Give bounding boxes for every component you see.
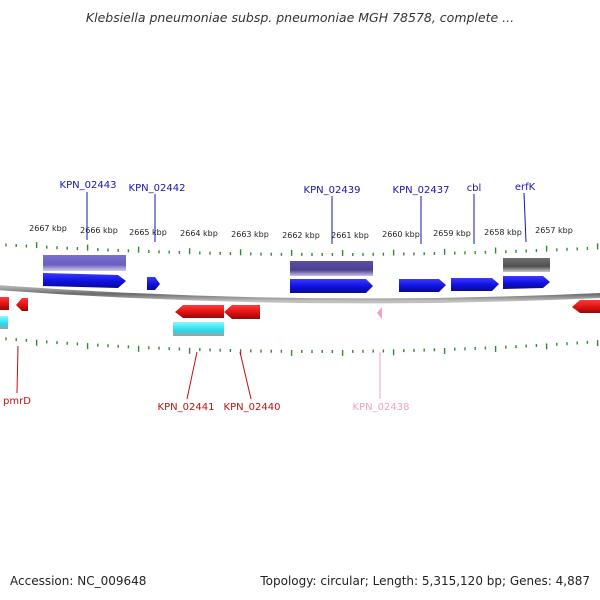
accession-text: Accession: NC_009648	[10, 574, 147, 588]
tick-label-2658: 2658 kbp	[484, 228, 522, 237]
genome-backbone	[0, 285, 600, 304]
feature-block-kpn02443[interactable]	[43, 255, 126, 271]
tick-label-2657: 2657 kbp	[535, 226, 573, 235]
gene-arrow-left-partial[interactable]	[16, 298, 28, 311]
gene-arrow-kpn02439[interactable]	[290, 279, 373, 293]
gene-arrow-cbl[interactable]	[451, 278, 499, 291]
forward-tick-ring	[5, 242, 599, 256]
gene-arrow-right-partial[interactable]	[572, 300, 600, 313]
tick-label-2660: 2660 kbp	[382, 230, 420, 239]
gene-arrow-erfk[interactable]	[503, 276, 550, 289]
gene-arrow-kpn02438[interactable]	[377, 307, 382, 319]
gene-arrow-kpn02437[interactable]	[399, 279, 446, 292]
feature-block-kpn02439[interactable]	[290, 261, 373, 276]
feature-block-kpn02441[interactable]	[173, 322, 224, 336]
gene-arrow-kpn02441[interactable]	[175, 305, 224, 318]
gene-label-kpn02442[interactable]: KPN_02442	[129, 183, 186, 194]
reverse-tick-ring	[5, 337, 599, 356]
feature-block-left-cyan[interactable]	[0, 316, 8, 329]
reverse-leader-lines	[16, 345, 381, 400]
gene-label-kpn02439[interactable]: KPN_02439	[304, 185, 361, 196]
gene-arrow-pmrd[interactable]	[0, 297, 9, 310]
gene-arrow-kpn02443[interactable]	[43, 273, 126, 288]
gene-arrow-kpn02440[interactable]	[224, 305, 260, 319]
gene-label-cbl[interactable]: cbl	[467, 183, 482, 194]
gene-label-pmrd[interactable]: pmrD	[3, 396, 31, 407]
topology-text: Topology: circular; Length: 5,315,120 bp…	[260, 574, 590, 588]
tick-label-2666: 2666 kbp	[80, 226, 118, 235]
gene-label-erfk[interactable]: erfK	[515, 182, 536, 193]
gene-label-kpn02443[interactable]: KPN_02443	[60, 180, 117, 191]
gene-label-kpn02440[interactable]: KPN_02440	[224, 402, 281, 413]
map-title: Klebsiella pneumoniae subsp. pneumoniae …	[85, 10, 515, 25]
forward-leader-lines	[86, 192, 527, 244]
gene-arrow-kpn02442[interactable]	[147, 277, 160, 290]
feature-block-erfk[interactable]	[503, 258, 550, 272]
gene-label-kpn02437[interactable]: KPN_02437	[393, 185, 450, 196]
tick-label-2667: 2667 kbp	[29, 224, 67, 233]
gene-label-kpn02441[interactable]: KPN_02441	[158, 402, 215, 413]
tick-label-2662: 2662 kbp	[282, 231, 320, 240]
gene-label-kpn02438[interactable]: KPN_02438	[353, 402, 410, 413]
tick-labels: 2667 kbp 2666 kbp 2665 kbp 2664 kbp 2663…	[29, 224, 573, 240]
tick-label-2665: 2665 kbp	[129, 228, 167, 237]
tick-label-2659: 2659 kbp	[433, 229, 471, 238]
tick-label-2663: 2663 kbp	[231, 230, 269, 239]
tick-label-2661: 2661 kbp	[331, 231, 369, 240]
tick-label-2664: 2664 kbp	[180, 229, 218, 238]
